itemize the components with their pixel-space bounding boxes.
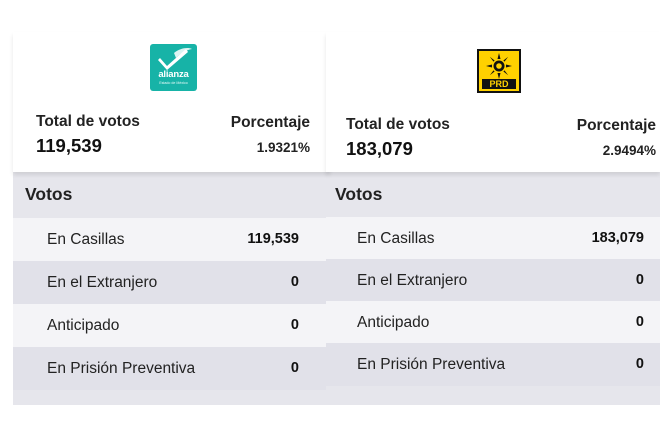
row-value: 119,539 (247, 231, 299, 247)
row-label: En el Extranjero (357, 272, 468, 289)
votes-row-prision-preventiva: En Prisión Preventiva 0 (326, 343, 660, 386)
alianza-logo-text: alianza (158, 69, 189, 80)
party-results-panel-prd: PRD Total de votos 183,079 Porcentaje 2.… (326, 32, 660, 405)
percentage-value: 2.9494% (602, 143, 656, 158)
votes-row-anticipado: Anticipado 0 (13, 304, 330, 347)
party-logo-container: alianza Estado de México (13, 44, 330, 94)
row-value: 0 (290, 360, 299, 376)
votes-breakdown: Votos En Casillas 183,079 En el Extranje… (326, 172, 660, 405)
total-votes-value: 119,539 (36, 135, 102, 156)
party-logo-container: PRD (326, 44, 660, 94)
total-votes-label: Total de votos (346, 116, 450, 133)
row-label: En Casillas (357, 230, 435, 247)
prd-logo-icon: PRD (477, 49, 521, 93)
votes-row-anticipado: Anticipado 0 (326, 301, 660, 344)
votes-row-extranjero: En el Extranjero 0 (326, 259, 660, 302)
row-value: 0 (290, 317, 299, 333)
votes-row-casillas: En Casillas 119,539 (13, 218, 330, 261)
alianza-logo-icon: alianza Estado de México (150, 44, 197, 91)
percentage-label: Porcentaje (576, 117, 656, 134)
percentage-value: 1.9321% (256, 140, 310, 155)
votes-section-title: Votos (335, 184, 383, 204)
row-value: 0 (635, 314, 644, 330)
votes-breakdown: Votos En Casillas 119,539 En el Extranje… (13, 172, 330, 405)
votes-row-casillas: En Casillas 183,079 (326, 217, 660, 260)
row-label: Anticipado (47, 317, 120, 334)
row-label: Anticipado (357, 314, 430, 331)
sun-icon (486, 53, 512, 79)
row-value: 0 (290, 274, 299, 290)
row-label: En Prisión Preventiva (47, 360, 196, 377)
row-label: En Prisión Preventiva (357, 356, 506, 373)
alianza-logo-subtext: Estado de México (159, 81, 188, 85)
row-value: 0 (635, 356, 644, 372)
votes-row-prision-preventiva: En Prisión Preventiva 0 (13, 347, 330, 390)
votes-row-extranjero: En el Extranjero 0 (13, 261, 330, 304)
row-value: 183,079 (591, 230, 644, 246)
party-results-panel-alianza: alianza Estado de México Total de votos … (13, 32, 330, 405)
total-votes-label: Total de votos (36, 113, 140, 130)
checkmark-swoosh-icon (158, 48, 192, 70)
votes-section-title: Votos (25, 184, 73, 204)
prd-logo-text: PRD (482, 79, 516, 89)
total-votes-value: 183,079 (346, 138, 413, 159)
percentage-label: Porcentaje (230, 114, 310, 131)
row-label: En Casillas (47, 231, 125, 248)
row-value: 0 (635, 272, 644, 288)
row-label: En el Extranjero (47, 274, 158, 291)
summary-card: PRD Total de votos 183,079 Porcentaje 2.… (326, 32, 660, 172)
summary-card: alianza Estado de México Total de votos … (13, 32, 330, 172)
